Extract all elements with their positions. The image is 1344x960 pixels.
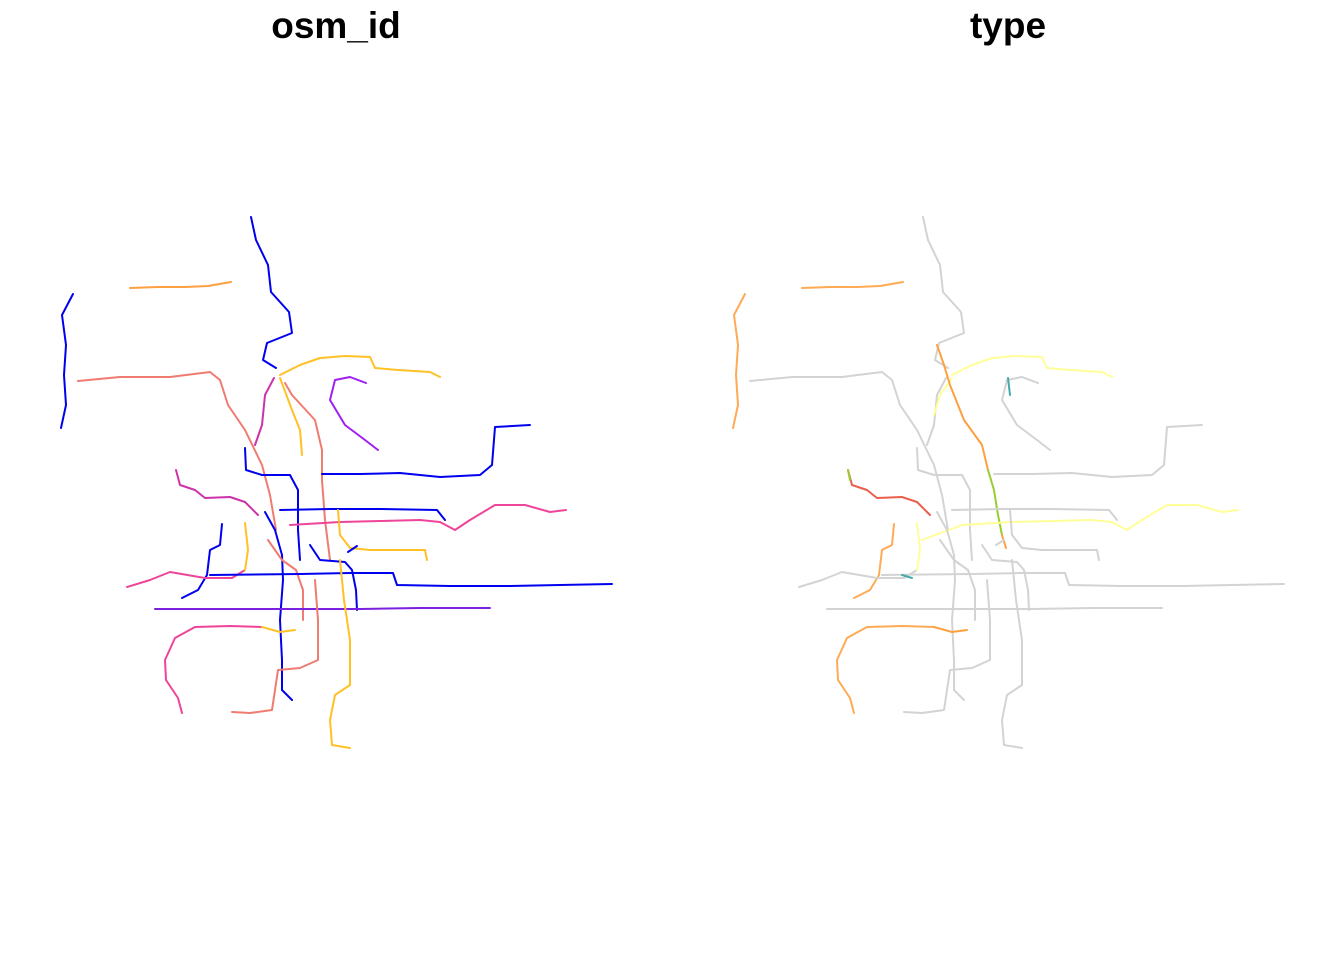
route-line	[802, 282, 903, 288]
route-line	[255, 378, 274, 445]
route-line	[280, 356, 440, 377]
route-line	[750, 372, 948, 530]
route-line	[1008, 378, 1010, 395]
route-line	[127, 570, 245, 587]
route-line	[827, 608, 1162, 609]
route-line	[848, 470, 930, 515]
map-osm-id	[0, 0, 672, 960]
route-line	[210, 573, 612, 586]
route-line	[917, 523, 920, 570]
route-line	[78, 372, 276, 530]
map-type	[672, 0, 1344, 960]
route-line	[130, 282, 231, 288]
route-line	[927, 378, 946, 445]
route-line	[854, 524, 894, 598]
route-line	[988, 470, 1002, 535]
route-line	[733, 294, 745, 428]
route-line	[262, 627, 295, 632]
route-line	[322, 425, 530, 477]
route-line	[882, 573, 1284, 586]
route-line	[280, 378, 302, 455]
route-line	[996, 540, 1004, 545]
route-line	[923, 217, 964, 368]
route-line	[330, 377, 378, 450]
panel-osm-id: osm_id	[0, 0, 672, 960]
route-line	[934, 627, 967, 632]
route-line	[165, 626, 262, 713]
route-line	[937, 345, 988, 470]
route-line	[61, 294, 73, 428]
route-line	[338, 510, 427, 560]
route-line	[837, 626, 934, 713]
route-line	[848, 470, 850, 480]
route-line	[952, 356, 1112, 377]
route-line	[799, 570, 917, 587]
route-line	[952, 509, 1117, 520]
route-line	[904, 580, 990, 713]
route-line	[245, 523, 248, 570]
route-line	[1002, 560, 1022, 748]
route-line	[176, 470, 258, 515]
route-line	[182, 524, 222, 598]
route-line	[280, 509, 445, 520]
route-line	[251, 217, 292, 368]
panel-type: type	[672, 0, 1344, 960]
route-line	[232, 580, 318, 713]
route-line	[994, 425, 1202, 477]
route-line	[330, 560, 350, 748]
route-line	[1010, 510, 1099, 560]
route-line	[155, 608, 490, 609]
